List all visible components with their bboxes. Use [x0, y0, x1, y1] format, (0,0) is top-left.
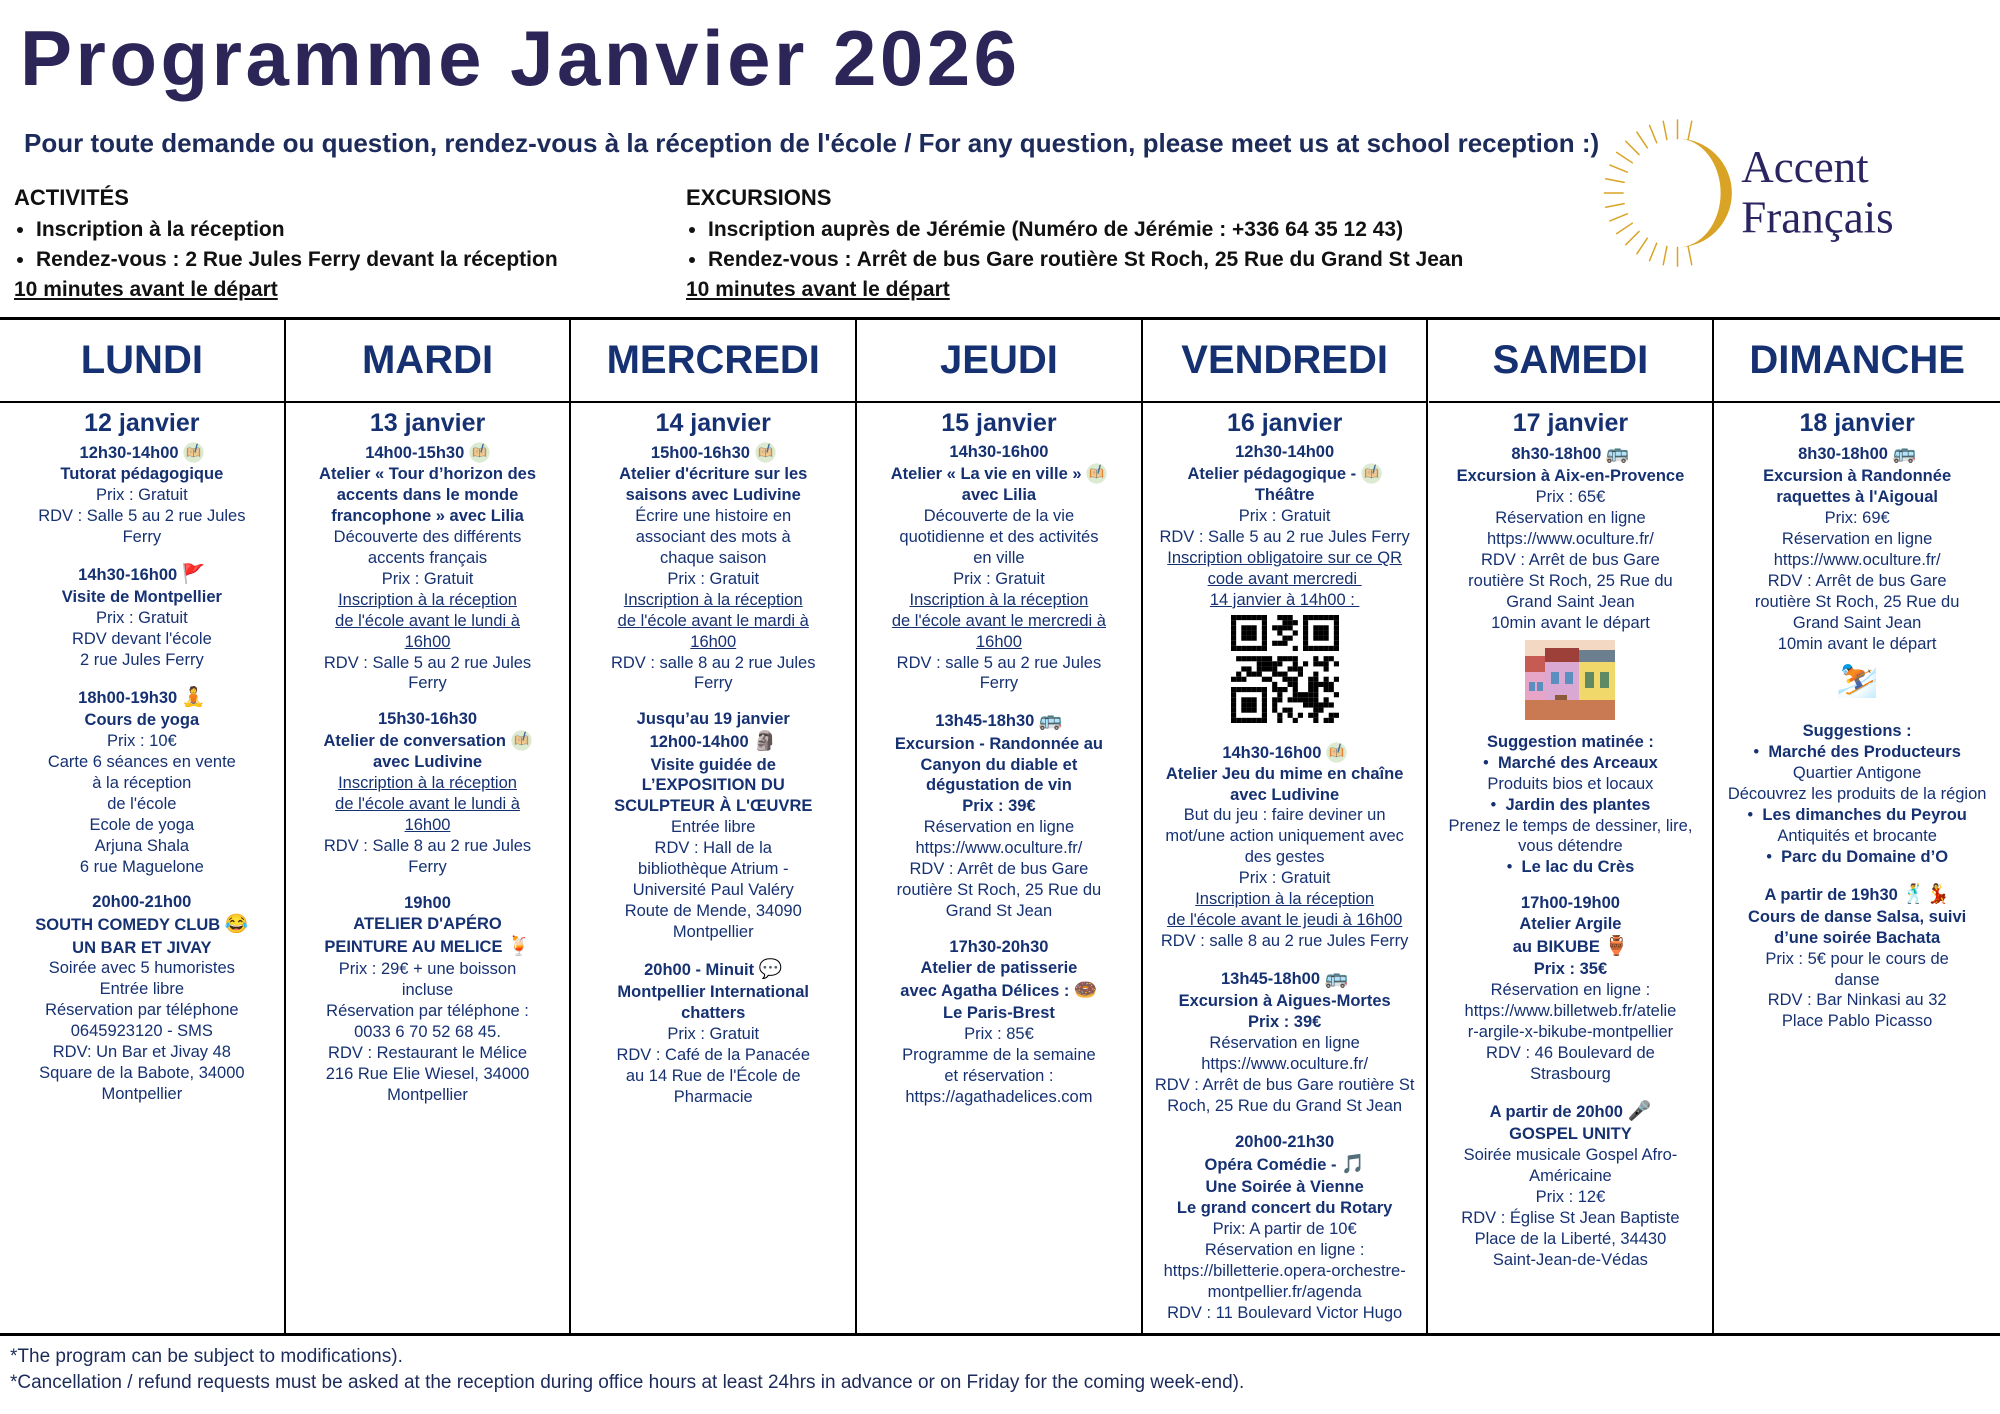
- svg-text:Accent: Accent: [1741, 142, 1869, 192]
- svg-text:Français: Français: [1741, 192, 1893, 242]
